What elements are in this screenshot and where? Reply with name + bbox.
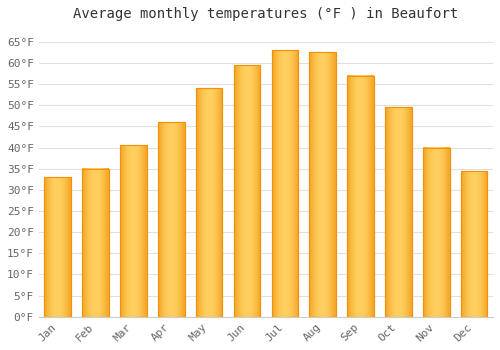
- Bar: [44, 177, 71, 317]
- Bar: [348, 76, 374, 317]
- Bar: [348, 76, 374, 317]
- Bar: [120, 145, 146, 317]
- Bar: [82, 169, 109, 317]
- Bar: [196, 88, 222, 317]
- Bar: [158, 122, 184, 317]
- Bar: [385, 107, 411, 317]
- Bar: [82, 169, 109, 317]
- Bar: [272, 50, 298, 317]
- Bar: [44, 177, 71, 317]
- Bar: [423, 148, 450, 317]
- Bar: [196, 88, 222, 317]
- Bar: [234, 65, 260, 317]
- Bar: [385, 107, 411, 317]
- Bar: [310, 52, 336, 317]
- Bar: [158, 122, 184, 317]
- Title: Average monthly temperatures (°F ) in Beaufort: Average monthly temperatures (°F ) in Be…: [74, 7, 458, 21]
- Bar: [234, 65, 260, 317]
- Bar: [310, 52, 336, 317]
- Bar: [461, 171, 487, 317]
- Bar: [461, 171, 487, 317]
- Bar: [272, 50, 298, 317]
- Bar: [120, 145, 146, 317]
- Bar: [423, 148, 450, 317]
